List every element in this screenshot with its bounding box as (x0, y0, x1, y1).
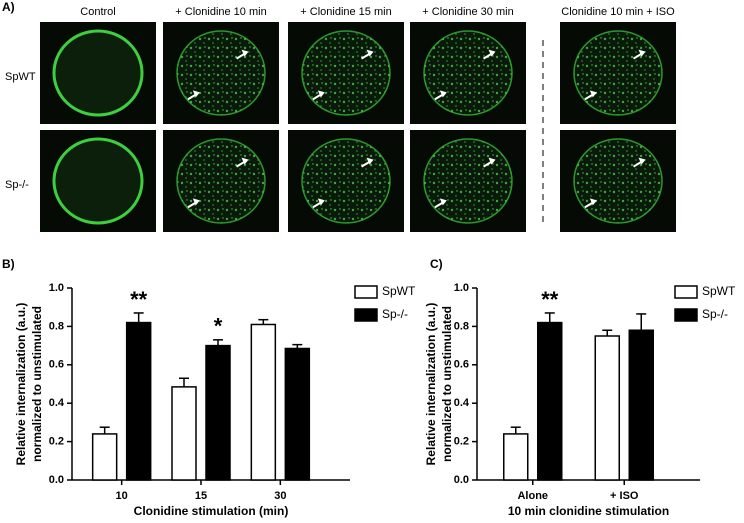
micrograph (163, 22, 279, 124)
y-tick-label: 0.0 (49, 474, 64, 486)
arrow-head (439, 90, 447, 98)
arrow-head (317, 198, 325, 206)
bar (503, 433, 529, 481)
micrograph (288, 130, 404, 232)
significance: ** (130, 287, 148, 312)
y-tick-label: 0.6 (454, 359, 469, 371)
arrow-head (317, 90, 325, 98)
x-tick-label: 15 (195, 490, 207, 502)
legend-label: Sp-/- (702, 307, 728, 321)
panel-label: C) (430, 257, 443, 271)
cell-membrane (573, 138, 663, 224)
cell-membrane (423, 138, 513, 224)
row-label: Sp-/- (5, 179, 29, 191)
micrograph (410, 22, 526, 124)
column-label: Clonidine 10 min + ISO (561, 6, 675, 18)
arrow-head (589, 198, 597, 206)
column-label: + Clonidine 30 min (422, 6, 513, 18)
y-tick-label: 0.4 (454, 397, 470, 409)
x-tick-label: 30 (274, 490, 286, 502)
micrograph (40, 130, 156, 232)
micrograph (163, 130, 279, 232)
bar (250, 323, 277, 481)
legend-label: SpWT (702, 284, 736, 298)
bar (537, 321, 563, 481)
panel-label: A) (2, 0, 15, 14)
micrograph (410, 130, 526, 232)
bar (125, 321, 152, 481)
arrow-head (192, 198, 200, 206)
bar (171, 386, 197, 481)
cell-membrane (573, 30, 663, 116)
arrow-head (241, 49, 249, 57)
legend-swatch (674, 285, 698, 299)
legend-swatch (354, 308, 378, 322)
arrow-head (589, 90, 597, 98)
arrow-head (488, 157, 496, 165)
arrow-head (366, 157, 374, 165)
bar (628, 329, 654, 481)
x-tick-label: + ISO (610, 490, 639, 502)
y-axis-label: normalized to unstimulated (30, 306, 44, 462)
arrow-head (366, 49, 374, 57)
micrograph (560, 22, 676, 124)
y-tick-label: 0.0 (454, 474, 469, 486)
cell-membrane (176, 138, 266, 224)
y-tick-label: 0.6 (49, 359, 64, 371)
x-axis-label: Clonidine stimulation (min) (134, 504, 289, 518)
micrograph (40, 22, 156, 124)
y-tick-label: 0.8 (49, 320, 64, 332)
x-tick-label: Alone (517, 490, 548, 502)
y-tick-label: 0.2 (49, 436, 64, 448)
significance: ** (541, 287, 559, 312)
arrow-head (192, 90, 200, 98)
cell-interior (54, 31, 142, 115)
bar (205, 344, 231, 481)
cell-membrane (301, 138, 391, 224)
cell-membrane (176, 30, 266, 116)
column-label: + Clonidine 15 min (300, 6, 391, 18)
y-tick-label: 1.0 (454, 282, 469, 294)
y-axis-label: Relative internalization (a.u.) (14, 303, 28, 466)
column-label: Control (80, 6, 115, 18)
cell-membrane (52, 29, 144, 117)
legend-swatch (674, 308, 698, 322)
arrow-head (439, 198, 447, 206)
arrow-head (241, 157, 249, 165)
y-tick-label: 0.2 (454, 436, 469, 448)
column-label: + Clonidine 10 min (175, 6, 266, 18)
y-tick-label: 0.8 (454, 320, 469, 332)
panel-label: B) (2, 257, 15, 271)
x-tick-label: 10 (116, 490, 128, 502)
legend-label: Sp-/- (382, 307, 408, 321)
arrow-head (488, 49, 496, 57)
y-tick-label: 0.4 (49, 397, 65, 409)
bar (594, 335, 620, 481)
y-tick-label: 1.0 (49, 282, 64, 294)
arrow-head (638, 49, 646, 57)
cell-membrane (301, 30, 391, 116)
significance: * (214, 314, 223, 339)
bar (284, 347, 311, 481)
legend-label: SpWT (382, 284, 416, 298)
y-axis-label: normalized to unstimulated (440, 306, 454, 462)
y-axis-label: Relative internalization (a.u.) (424, 303, 438, 466)
arrow-head (638, 157, 646, 165)
cell-membrane (52, 137, 144, 225)
cell-membrane (423, 30, 513, 116)
row-label: SpWT (5, 71, 36, 83)
micrograph (288, 22, 404, 124)
x-axis-label: 10 min clonidine stimulation (508, 504, 669, 518)
legend-swatch (354, 285, 378, 299)
bar (91, 433, 118, 481)
cell-interior (54, 139, 142, 223)
micrograph (560, 130, 676, 232)
